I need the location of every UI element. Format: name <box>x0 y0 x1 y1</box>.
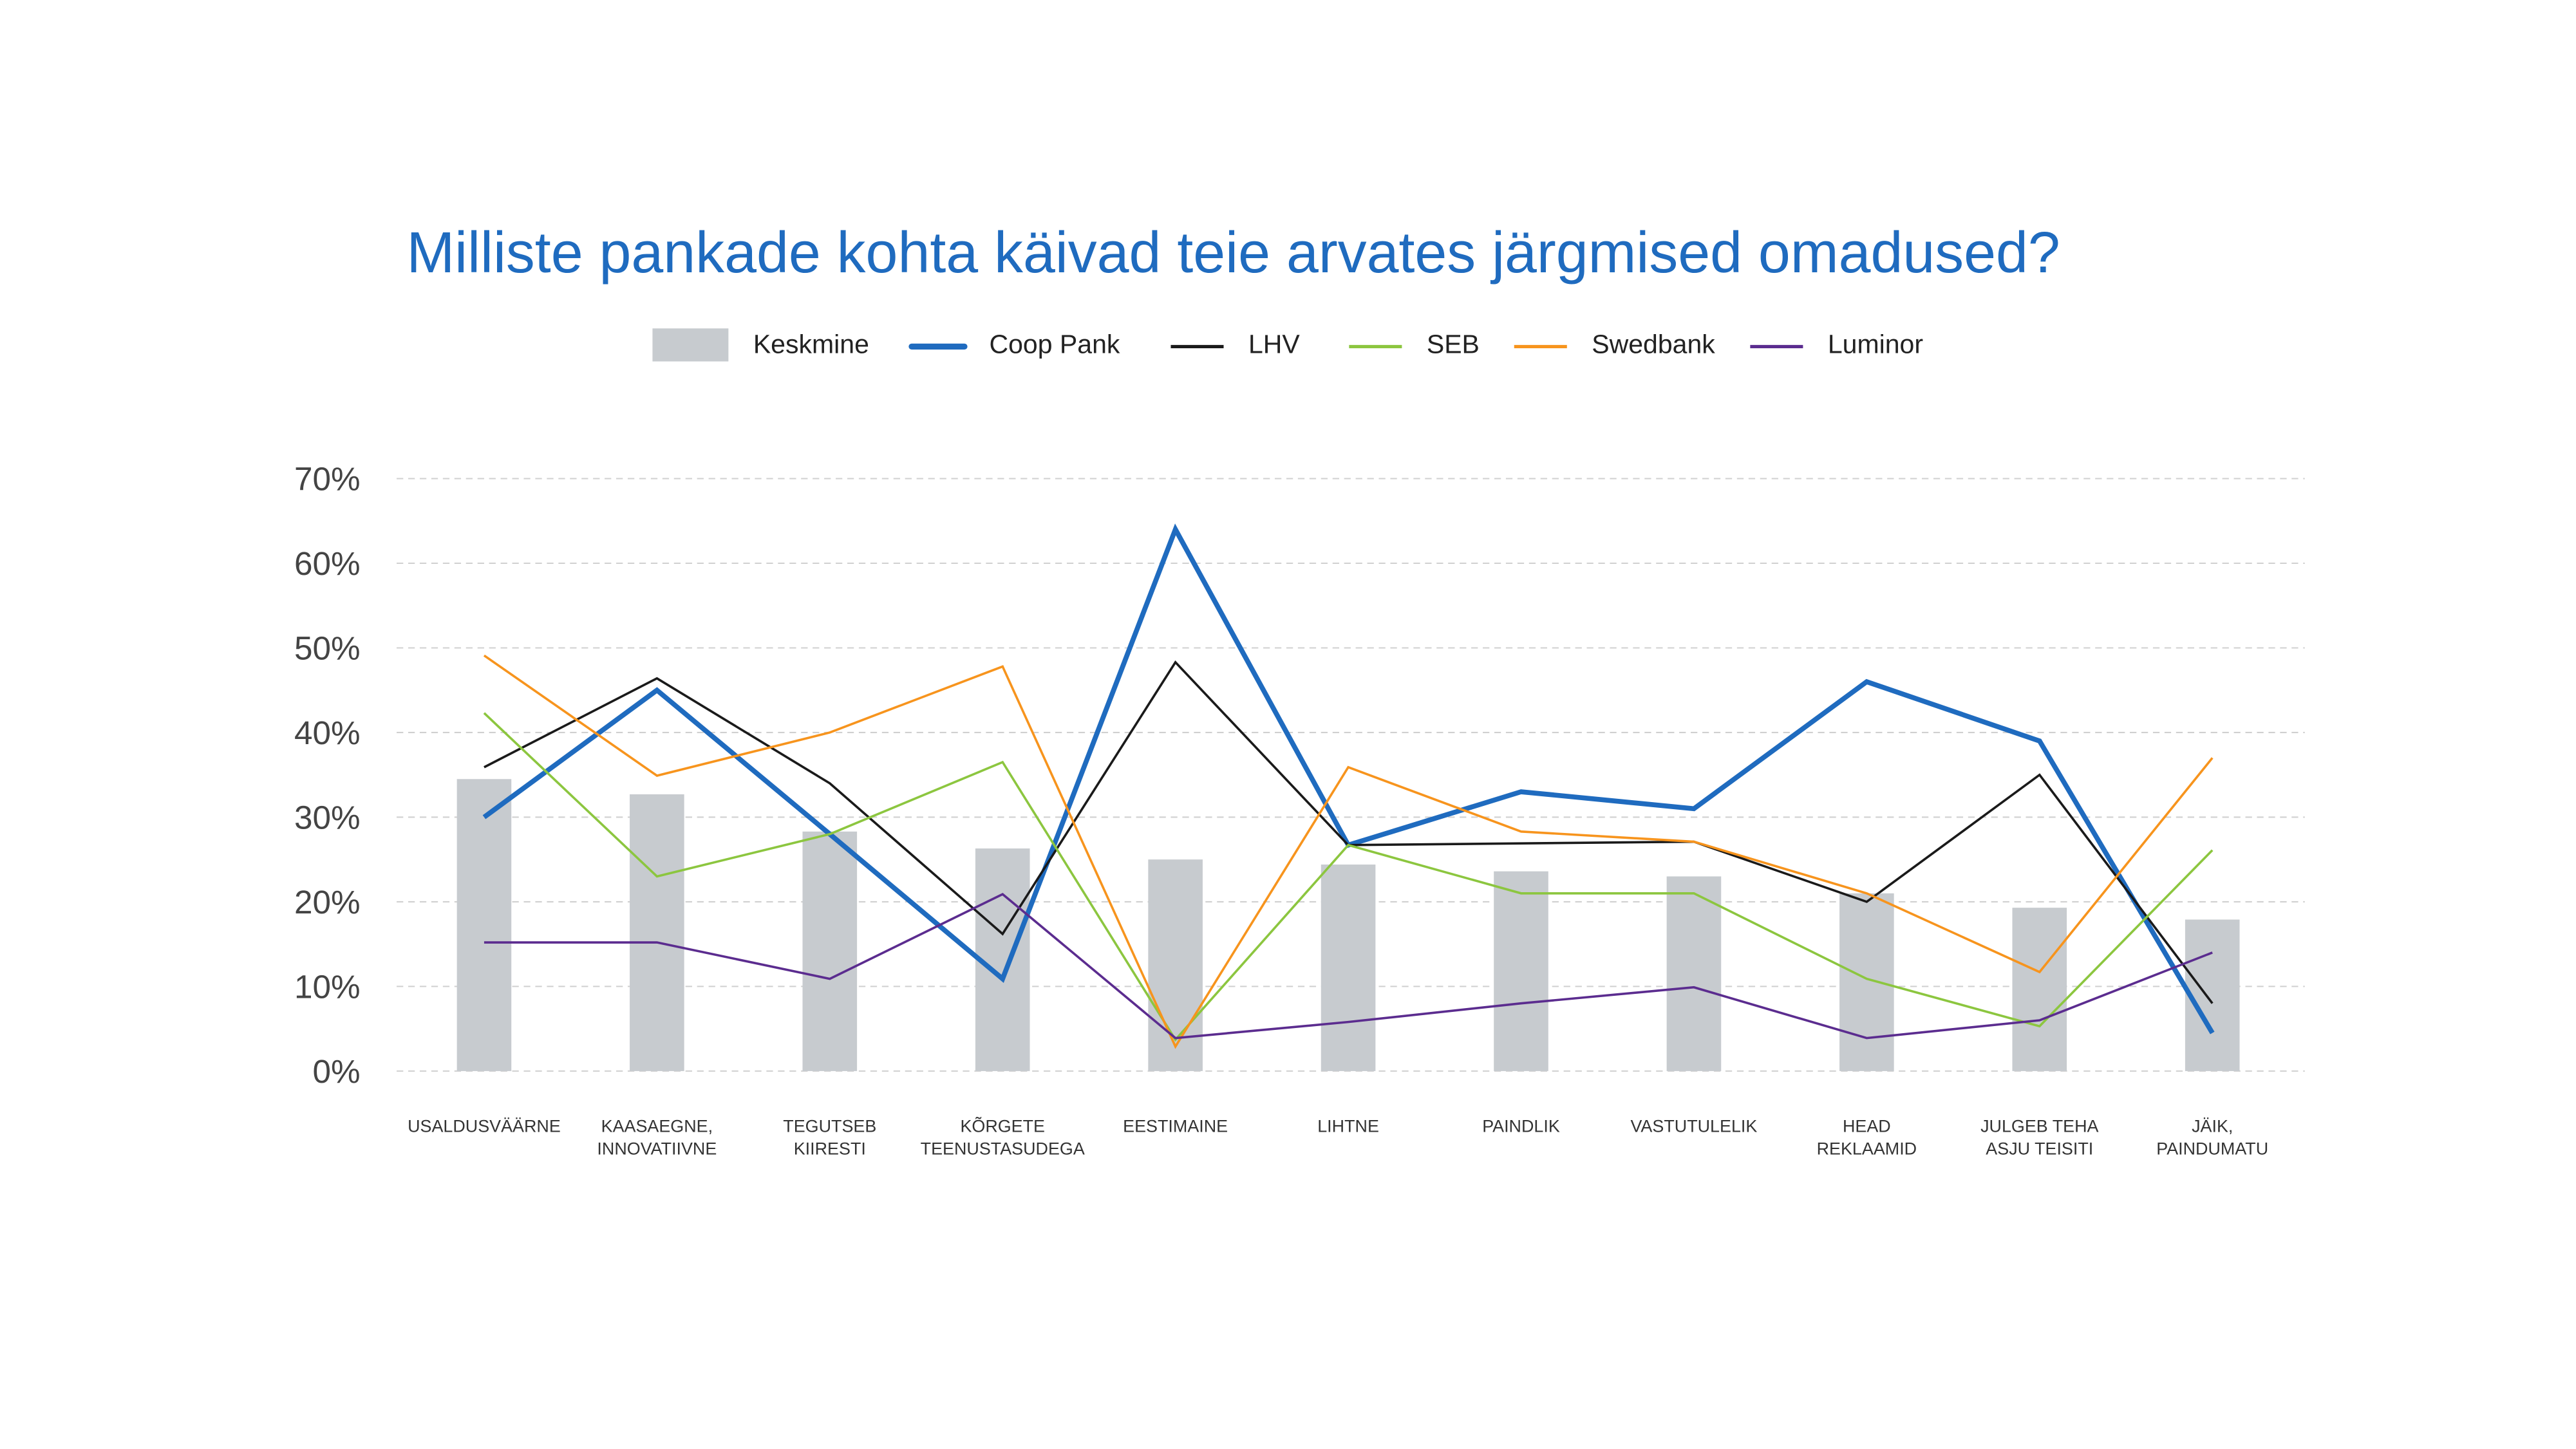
bar-keskmine <box>802 831 858 1071</box>
x-tick-label: HEAD <box>1843 1117 1891 1136</box>
y-tick-label: 20% <box>294 884 361 921</box>
legend-item-swedbank: Swedbank <box>1514 330 1715 359</box>
x-tick-label: TEENUSTASUDEGA <box>921 1139 1085 1158</box>
line-seb <box>483 712 2214 1042</box>
y-tick-label: 40% <box>294 715 361 751</box>
x-tick-label: JÄIK, <box>2192 1117 2233 1136</box>
legend: Keskmine Coop Pank LHV SEB Swedbank Luminor <box>652 328 1923 362</box>
bar-keskmine <box>1666 876 1722 1071</box>
legend-label: Swedbank <box>1592 330 1715 359</box>
bar-keskmine <box>630 794 684 1071</box>
line-swedbank <box>483 654 2214 1049</box>
x-tick-label: ASJU TEISITI <box>1986 1139 2093 1158</box>
y-tick-label: 10% <box>294 968 361 1005</box>
legend-item-coop-pank: Coop Pank <box>908 330 1120 359</box>
y-tick-label: 70% <box>294 460 361 497</box>
bars <box>456 779 2240 1071</box>
grid: 0% 10% 20% 30% 40% 50% 60% 70% <box>294 460 2305 1090</box>
x-tick-label: PAINDLIK <box>1482 1117 1560 1136</box>
y-tick-label: 60% <box>294 545 361 582</box>
x-tick-label: JULGEB TEHA <box>1980 1117 2098 1136</box>
line-luminor <box>484 892 2213 1040</box>
chart-title: Milliste pankade kohta käivad teie arvat… <box>406 221 2060 285</box>
legend-item-seb: SEB <box>1349 330 1480 359</box>
x-tick-label: USALDUSVÄÄRNE <box>408 1117 561 1136</box>
bar-keskmine <box>1494 871 1548 1071</box>
bar-keskmine <box>975 848 1030 1071</box>
bar-keskmine <box>1839 893 1894 1071</box>
legend-item-keskmine: Keskmine <box>652 328 869 362</box>
x-tick-label: VASTUTULELIK <box>1630 1117 1757 1136</box>
y-tick-label: 50% <box>294 630 361 666</box>
x-tick-label: KÕRGETE <box>960 1116 1045 1136</box>
legend-label: LHV <box>1248 330 1300 359</box>
x-tick-label: TEGUTSEB <box>783 1117 876 1136</box>
x-tick-label: REKLAAMID <box>1817 1139 1917 1158</box>
x-tick-label: KAASAEGNE, <box>601 1117 713 1136</box>
y-tick-label: 0% <box>313 1053 361 1090</box>
x-tick-label: KIIRESTI <box>794 1139 866 1158</box>
x-axis-labels: USALDUSVÄÄRNE KAASAEGNE, INNOVATIIVNE TEGUT… <box>408 1116 2268 1159</box>
x-tick-label: PAINDUMATU <box>2156 1139 2268 1158</box>
legend-label: SEB <box>1427 330 1480 359</box>
legend-item-luminor: Luminor <box>1750 330 1923 359</box>
legend-label: Keskmine <box>753 330 869 359</box>
bar-keskmine <box>2185 919 2240 1071</box>
y-tick-label: 30% <box>294 799 361 836</box>
bar-keskmine <box>2012 908 2067 1071</box>
lines <box>482 523 2215 1049</box>
x-tick-label: LIHTNE <box>1317 1117 1379 1136</box>
legend-label: Coop Pank <box>989 330 1120 359</box>
bar-keskmine <box>456 779 512 1071</box>
x-tick-label: EESTIMAINE <box>1123 1117 1228 1136</box>
legend-label: Luminor <box>1828 330 1923 359</box>
legend-swatch <box>652 328 729 362</box>
bar-keskmine <box>1321 865 1376 1071</box>
x-tick-label: INNOVATIIVNE <box>597 1139 717 1158</box>
legend-item-lhv: LHV <box>1170 330 1300 359</box>
